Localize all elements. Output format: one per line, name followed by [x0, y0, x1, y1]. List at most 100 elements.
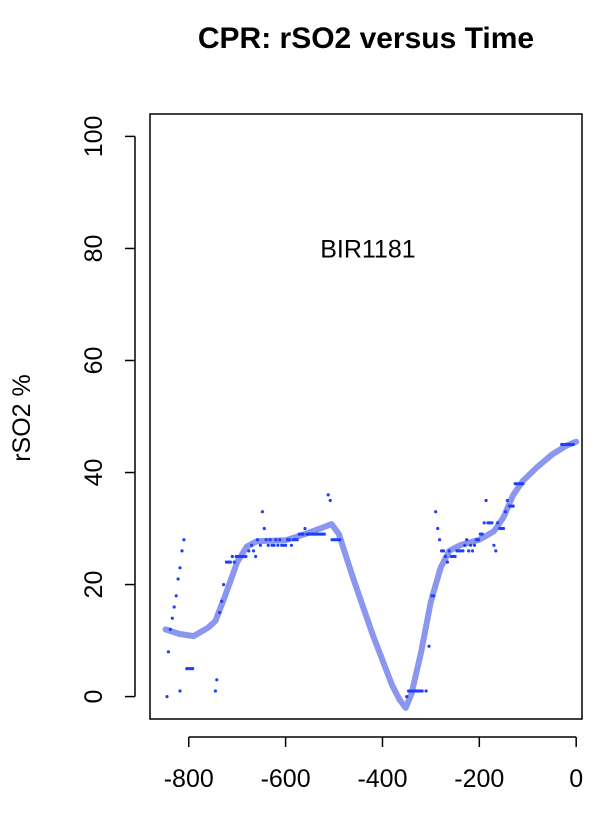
data-point	[571, 442, 575, 447]
data-point	[213, 689, 217, 693]
data-point	[262, 526, 266, 531]
data-point	[521, 482, 525, 486]
data-point	[172, 605, 176, 609]
data-point	[191, 667, 195, 671]
data-point	[505, 498, 509, 503]
y-tick-label: 100	[80, 116, 108, 158]
data-point	[443, 554, 447, 559]
data-point	[274, 538, 278, 542]
data-point	[328, 498, 332, 503]
data-point	[244, 554, 248, 559]
y-axis: 0 20 40 60 80 100	[80, 116, 136, 704]
data-point	[338, 538, 342, 542]
data-point	[484, 498, 488, 503]
data-point	[436, 526, 440, 531]
y-tick-label: 0	[80, 690, 108, 704]
data-point	[289, 543, 293, 547]
data-point	[480, 532, 484, 536]
data-point	[492, 543, 496, 547]
data-point	[254, 554, 258, 559]
data-point	[476, 538, 480, 542]
y-tick-label: 20	[80, 571, 108, 599]
data-point	[503, 510, 508, 514]
data-point	[180, 549, 184, 553]
data-point	[301, 532, 305, 536]
data-point	[427, 644, 431, 648]
data-point	[255, 538, 260, 542]
data-point	[322, 532, 326, 536]
smooth-curve-layer	[162, 438, 580, 711]
data-point	[264, 538, 268, 542]
data-point	[445, 560, 449, 564]
x-axis: -800 -600 -400 -200 0	[164, 736, 583, 793]
data-point	[168, 627, 172, 632]
x-tick-label: -800	[164, 765, 214, 793]
data-point	[228, 560, 232, 564]
data-point	[250, 543, 254, 547]
data-point	[272, 543, 276, 547]
x-tick-label: 0	[569, 765, 583, 793]
data-point	[465, 538, 469, 542]
smooth-curve	[162, 438, 580, 711]
data-point	[447, 549, 451, 553]
data-point	[303, 526, 307, 531]
data-point	[176, 577, 180, 581]
data-point	[232, 560, 236, 564]
data-point	[258, 543, 262, 547]
data-point	[220, 599, 224, 604]
data-point	[284, 543, 288, 547]
data-point	[438, 538, 442, 542]
data-point	[501, 526, 506, 531]
data-point	[467, 549, 471, 553]
data-point	[463, 543, 467, 547]
data-point	[434, 510, 438, 514]
data-point	[432, 594, 436, 598]
data-point	[424, 689, 428, 693]
data-point	[469, 543, 473, 547]
data-point	[490, 521, 494, 525]
data-point	[222, 583, 226, 587]
data-point	[174, 594, 178, 598]
plot-frame	[149, 113, 583, 720]
data-point	[182, 538, 186, 542]
points-layer	[165, 442, 575, 699]
data-point	[268, 538, 272, 542]
data-point	[276, 543, 280, 547]
data-point	[295, 538, 299, 542]
x-tick-label: -400	[357, 765, 407, 793]
data-point	[178, 689, 182, 693]
data-point	[278, 538, 282, 542]
data-point	[472, 543, 477, 547]
y-tick-label: 40	[80, 459, 108, 487]
data-point	[405, 695, 409, 699]
data-point	[496, 521, 500, 525]
x-tick-label: -200	[454, 765, 504, 793]
x-tick-label: -600	[261, 765, 311, 793]
data-point	[266, 543, 270, 547]
chart-annotation: BIR1181	[320, 235, 415, 263]
data-point	[441, 549, 446, 553]
data-point	[326, 493, 330, 497]
data-point	[178, 566, 182, 570]
data-point	[511, 504, 515, 508]
data-point	[166, 650, 170, 654]
data-point	[218, 611, 222, 615]
data-point	[230, 554, 234, 559]
data-point	[260, 510, 264, 514]
data-point	[215, 678, 219, 682]
data-point	[461, 549, 465, 553]
data-point	[165, 695, 169, 699]
data-point	[470, 549, 475, 553]
y-axis-label: rSO2 %	[8, 374, 36, 462]
y-tick-label: 60	[80, 347, 108, 375]
data-point	[420, 689, 424, 693]
data-point	[482, 521, 486, 525]
data-point	[170, 616, 174, 620]
chart-title: CPR: rSO2 versus Time	[198, 22, 534, 55]
y-tick-label: 80	[80, 235, 108, 263]
data-point	[247, 549, 251, 553]
data-point	[287, 538, 292, 542]
data-point	[453, 554, 457, 559]
data-point	[252, 549, 256, 553]
